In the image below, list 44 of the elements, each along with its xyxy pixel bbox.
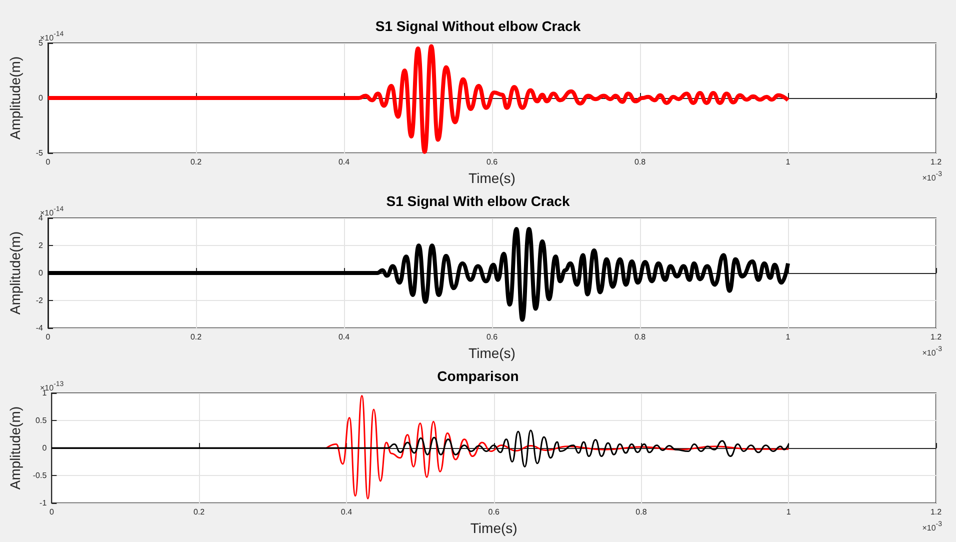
x-tick-label: 1 [786,332,791,342]
y-tick-label: 4 [38,214,44,222]
x-axis-title: Time(s) [470,520,518,536]
line-series [50,430,790,468]
x-tick-label: 0.8 [634,332,646,342]
x-tick-label: 1 [786,508,792,516]
line-series [326,395,790,500]
x-tick-label: 0.4 [338,158,350,166]
y-axis-title: Amplitude(m) [7,406,23,490]
y-tick-label: -4 [36,324,44,332]
x-tick-label: 0 [49,508,54,516]
chart-title: Comparison [437,368,519,384]
y-tick-label: -0.5 [32,471,48,480]
x-tick-label: 0.6 [486,158,498,166]
y-tick-label: 2 [38,241,44,250]
y-tick-label: 0 [42,444,48,452]
y-tick-label: -2 [36,296,44,305]
x-tick-label: 0.8 [636,508,648,516]
x-tick-label: 0.2 [194,508,206,516]
chart-title: S1 Signal With elbow Crack [386,193,570,209]
x-tick-label: 0.6 [488,508,500,516]
y-tick-label: 5 [38,38,44,48]
y-tick-label: 0 [38,94,44,102]
x-tick-label: 0.4 [340,508,353,516]
x-tick-label: 1.2 [930,158,942,166]
x-tick-label: 1.2 [930,508,942,516]
x-tick-label: 0.2 [190,332,202,342]
x-tick-label: 0.8 [634,158,646,166]
x-axis-title: Time(s) [468,170,516,186]
y-axis-title: Amplitude(m) [7,56,23,140]
chart-title: S1 Signal Without elbow Crack [375,18,581,34]
x-tick-label: 0.2 [190,158,202,166]
x-tick-label: 1.2 [930,332,942,342]
y-axis-title: Amplitude(m) [7,231,23,315]
x-tick-label: 0.6 [486,332,498,342]
line-series [46,44,790,154]
y-tick-label: 0 [38,268,44,278]
y-tick-label: 0.5 [36,416,48,425]
x-tick-label: 0.4 [338,332,350,342]
x-tick-label: 1 [786,158,791,166]
x-axis-title: Time(s) [468,345,516,361]
y-tick-label: -5 [36,148,44,158]
line-series [46,227,790,322]
y-tick-label: -1 [40,498,48,508]
